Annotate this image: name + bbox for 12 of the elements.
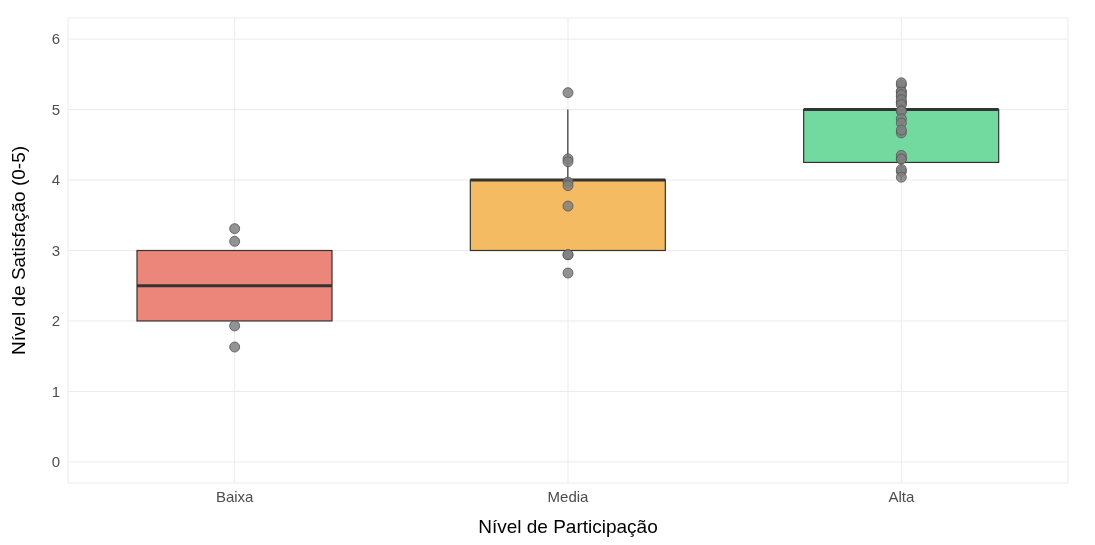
x-axis-title: Nível de Participação [478, 516, 658, 537]
y-tick-label: 0 [51, 453, 60, 471]
x-tick-label: Media [547, 487, 590, 505]
y-tick-label: 4 [51, 171, 60, 189]
x-tick-label: Alta [888, 487, 915, 505]
y-tick-label: 1 [51, 382, 60, 400]
y-tick-label: 2 [51, 312, 60, 330]
y-tick-label: 3 [51, 241, 60, 259]
x-tick-label: Baixa [215, 487, 255, 505]
y-tick-label: 5 [51, 100, 60, 118]
y-axis-title: Nível de Satisfação (0-5) [7, 145, 29, 356]
y-tick-label: 6 [51, 30, 60, 48]
